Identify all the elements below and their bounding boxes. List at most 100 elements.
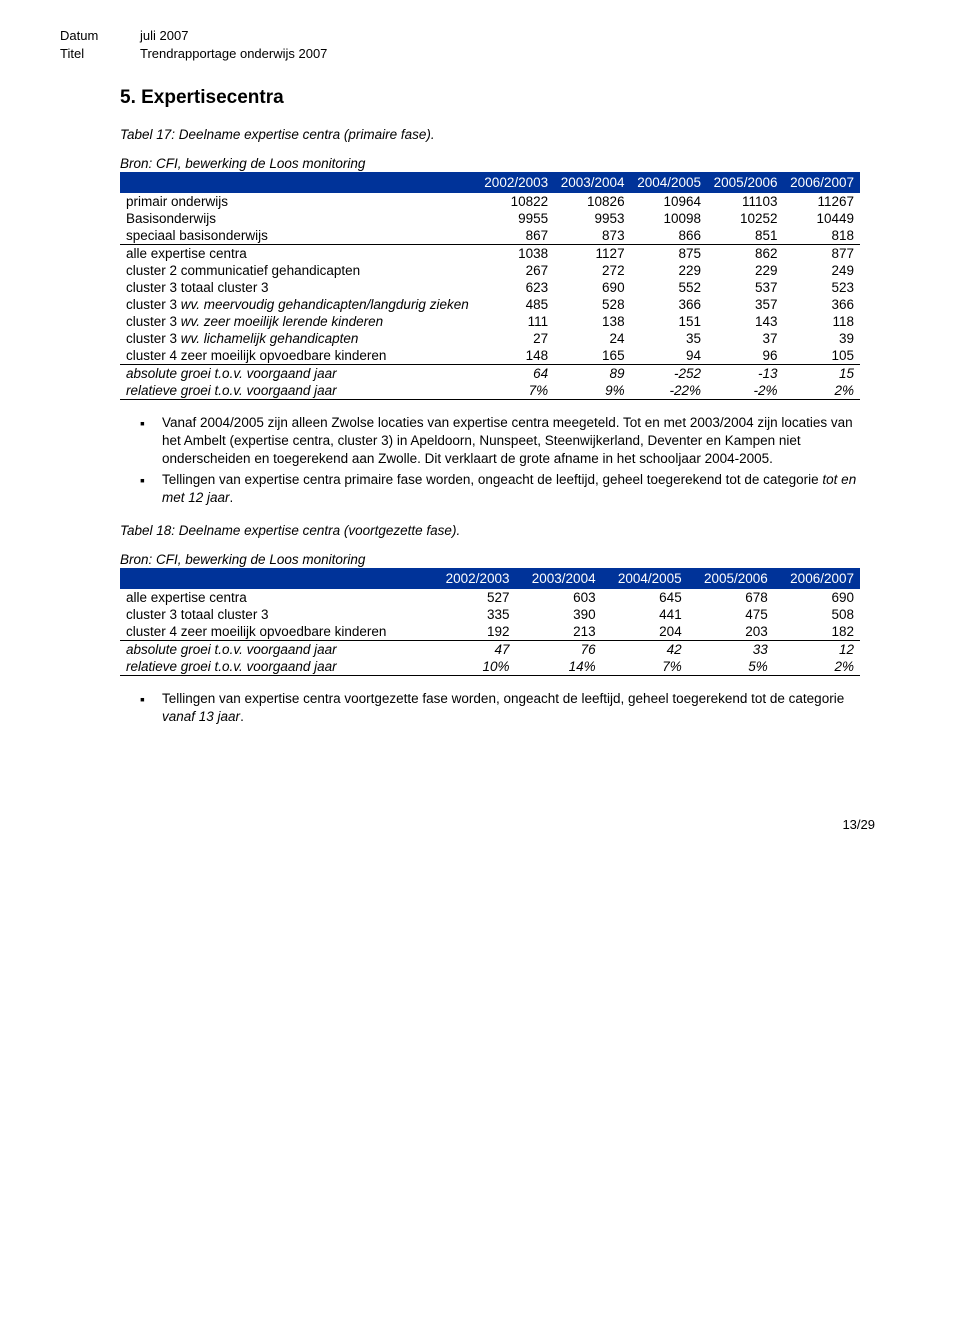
cell: 527	[429, 589, 515, 606]
meta-datum: Datum juli 2007	[60, 28, 875, 43]
row-label: speciaal basisonderwijs	[120, 227, 478, 245]
cell: 165	[554, 347, 630, 365]
cell: 138	[554, 313, 630, 330]
cell: 33	[688, 641, 774, 659]
row-label: cluster 3 totaal cluster 3	[120, 279, 478, 296]
cell: 10252	[707, 210, 783, 227]
cell: 441	[602, 606, 688, 623]
meta-titel-label: Titel	[60, 46, 140, 61]
cell: 27	[478, 330, 554, 347]
cell: 39	[783, 330, 860, 347]
cell: 508	[774, 606, 860, 623]
cell: 76	[515, 641, 601, 659]
cell: 42	[602, 641, 688, 659]
cell: 537	[707, 279, 783, 296]
cell: 875	[631, 245, 707, 263]
row-label: alle expertise centra	[120, 589, 429, 606]
cell: 366	[783, 296, 860, 313]
cell: 523	[783, 279, 860, 296]
column-header: 2005/2006	[707, 172, 783, 193]
column-header: 2002/2003	[429, 568, 515, 589]
cell: 203	[688, 623, 774, 641]
cell: 818	[783, 227, 860, 245]
cell: 11267	[783, 193, 860, 210]
column-header: 2006/2007	[774, 568, 860, 589]
cell: 7%	[478, 382, 554, 400]
row-label: cluster 3 totaal cluster 3	[120, 606, 429, 623]
bullets1: Vanaf 2004/2005 zijn alleen Zwolse locat…	[140, 414, 875, 507]
cell: 10822	[478, 193, 554, 210]
table18-source: Bron: CFI, bewerking de Loos monitoring	[120, 552, 875, 567]
cell: 47	[429, 641, 515, 659]
cell: 485	[478, 296, 554, 313]
cell: 105	[783, 347, 860, 365]
cell: 9955	[478, 210, 554, 227]
cell: 10449	[783, 210, 860, 227]
cell: -22%	[631, 382, 707, 400]
cell: 10826	[554, 193, 630, 210]
meta-titel: Titel Trendrapportage onderwijs 2007	[60, 46, 875, 61]
bullet-item: Tellingen van expertise centra voortgeze…	[140, 690, 875, 726]
bullet-item: Tellingen van expertise centra primaire …	[140, 471, 875, 507]
cell: 1038	[478, 245, 554, 263]
cell: 143	[707, 313, 783, 330]
cell: 552	[631, 279, 707, 296]
row-label: absolute groei t.o.v. voorgaand jaar	[120, 641, 429, 659]
cell: 10098	[631, 210, 707, 227]
cell: 862	[707, 245, 783, 263]
page-number: 13/29	[60, 817, 875, 832]
row-label: cluster 2 communicatief gehandicapten	[120, 262, 478, 279]
row-label: cluster 3 wv. meervoudig gehandicapten/l…	[120, 296, 478, 313]
cell: 603	[515, 589, 601, 606]
column-header	[120, 172, 478, 193]
column-header: 2002/2003	[478, 172, 554, 193]
table18: 2002/20032003/20042004/20052005/20062006…	[120, 568, 860, 676]
cell: 12	[774, 641, 860, 659]
cell: 64	[478, 365, 554, 383]
column-header: 2003/2004	[554, 172, 630, 193]
cell: 148	[478, 347, 554, 365]
cell: 357	[707, 296, 783, 313]
cell: 5%	[688, 658, 774, 676]
cell: 15	[783, 365, 860, 383]
cell: 272	[554, 262, 630, 279]
cell: 229	[707, 262, 783, 279]
cell: 151	[631, 313, 707, 330]
cell: 1127	[554, 245, 630, 263]
cell: 9%	[554, 382, 630, 400]
bullets2: Tellingen van expertise centra voortgeze…	[140, 690, 875, 726]
row-label: cluster 3 wv. lichamelijk gehandicapten	[120, 330, 478, 347]
cell: 89	[554, 365, 630, 383]
cell: 94	[631, 347, 707, 365]
cell: 10%	[429, 658, 515, 676]
cell: 690	[554, 279, 630, 296]
column-header: 2006/2007	[783, 172, 860, 193]
table17-caption: Tabel 17: Deelname expertise centra (pri…	[120, 127, 875, 142]
row-label: cluster 4 zeer moeilijk opvoedbare kinde…	[120, 347, 478, 365]
cell: -2%	[707, 382, 783, 400]
cell: 229	[631, 262, 707, 279]
cell: 877	[783, 245, 860, 263]
column-header: 2005/2006	[688, 568, 774, 589]
cell: 249	[783, 262, 860, 279]
cell: 366	[631, 296, 707, 313]
row-label: relatieve groei t.o.v. voorgaand jaar	[120, 658, 429, 676]
cell: 24	[554, 330, 630, 347]
cell: 873	[554, 227, 630, 245]
cell: 2%	[774, 658, 860, 676]
meta-datum-value: juli 2007	[140, 28, 188, 43]
cell: 10964	[631, 193, 707, 210]
row-label: absolute groei t.o.v. voorgaand jaar	[120, 365, 478, 383]
cell: 678	[688, 589, 774, 606]
cell: 335	[429, 606, 515, 623]
cell: 475	[688, 606, 774, 623]
row-label: cluster 4 zeer moeilijk opvoedbare kinde…	[120, 623, 429, 641]
cell: 851	[707, 227, 783, 245]
cell: 213	[515, 623, 601, 641]
column-header: 2003/2004	[515, 568, 601, 589]
cell: 267	[478, 262, 554, 279]
cell: 867	[478, 227, 554, 245]
cell: 204	[602, 623, 688, 641]
cell: 9953	[554, 210, 630, 227]
cell: 390	[515, 606, 601, 623]
